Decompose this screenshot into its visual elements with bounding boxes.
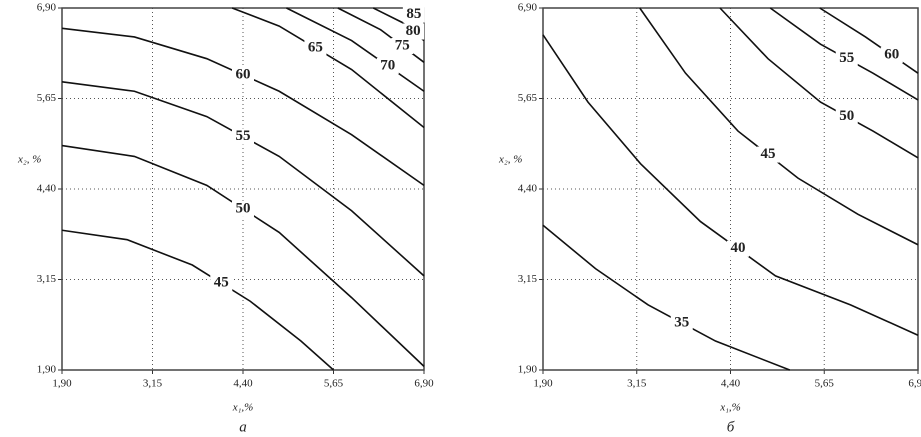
- contour-level-label: 45: [761, 146, 776, 162]
- contour-level-label: 50: [236, 200, 251, 216]
- label-background: [670, 314, 693, 331]
- contour-line: [542, 34, 919, 336]
- x-tick-label: 1,90: [533, 378, 553, 390]
- contour-level-label: 75: [395, 37, 410, 53]
- label-background: [727, 240, 749, 257]
- contour-line: [719, 7, 919, 159]
- x-tick-label: 6,90: [908, 378, 921, 390]
- contour-level-label: 65: [308, 39, 323, 55]
- x-tick-label: 3,15: [143, 378, 163, 390]
- x-tick-label: 4,40: [721, 378, 741, 390]
- contour-level-label: 35: [674, 314, 689, 330]
- contour-level-label: 55: [839, 50, 854, 66]
- label-background: [391, 38, 414, 55]
- label-background: [376, 57, 399, 74]
- contour-level-label: 85: [406, 6, 421, 22]
- label-background: [232, 66, 254, 83]
- contour-level-label: 70: [380, 57, 395, 73]
- contour-level-label: 55: [236, 128, 251, 144]
- y-tick-label: 1,90: [37, 364, 57, 376]
- y-axis-label: x₂, %: [17, 154, 41, 166]
- label-background: [835, 108, 858, 125]
- x-tick-label: 5,65: [815, 378, 835, 390]
- label-background: [304, 39, 327, 56]
- contour-level-label: 60: [884, 46, 899, 62]
- panel-caption: а: [239, 419, 247, 435]
- y-tick-label: 5,65: [518, 92, 538, 104]
- y-tick-label: 1,90: [518, 364, 538, 376]
- plot-frame: [542, 7, 919, 371]
- x-tick-label: 4,40: [233, 378, 253, 390]
- plot-frame: [61, 7, 425, 371]
- contour-level-label: 50: [839, 108, 854, 124]
- x-tick-label: 3,15: [627, 378, 647, 390]
- x-axis-label: x₁,%: [232, 402, 254, 414]
- label-background: [402, 6, 425, 23]
- x-tick-label: 1,90: [52, 378, 72, 390]
- x-axis-label: x₁,%: [719, 402, 741, 414]
- label-background: [232, 200, 254, 217]
- label-background: [210, 275, 233, 292]
- contour-level-label: 45: [214, 275, 229, 291]
- panel-caption: б: [727, 419, 735, 435]
- contour-line: [286, 7, 425, 92]
- contour-level-label: 40: [731, 240, 746, 256]
- contour-level-label: 60: [236, 66, 251, 82]
- y-tick-label: 3,15: [518, 273, 538, 285]
- contour-line: [542, 224, 791, 371]
- y-axis-label: x₂, %: [498, 154, 522, 166]
- y-tick-label: 6,90: [37, 2, 57, 14]
- y-tick-label: 5,65: [37, 92, 57, 104]
- y-tick-label: 4,40: [37, 183, 57, 195]
- label-background: [402, 23, 425, 40]
- contour-level-label: 80: [406, 23, 421, 39]
- label-background: [835, 50, 858, 67]
- label-background: [232, 128, 254, 145]
- y-tick-label: 3,15: [37, 273, 57, 285]
- x-tick-label: 5,65: [324, 378, 344, 390]
- x-tick-label: 6,90: [414, 378, 434, 390]
- label-background: [880, 47, 903, 64]
- y-tick-label: 4,40: [518, 183, 538, 195]
- label-background: [757, 146, 779, 163]
- y-tick-label: 6,90: [518, 2, 538, 14]
